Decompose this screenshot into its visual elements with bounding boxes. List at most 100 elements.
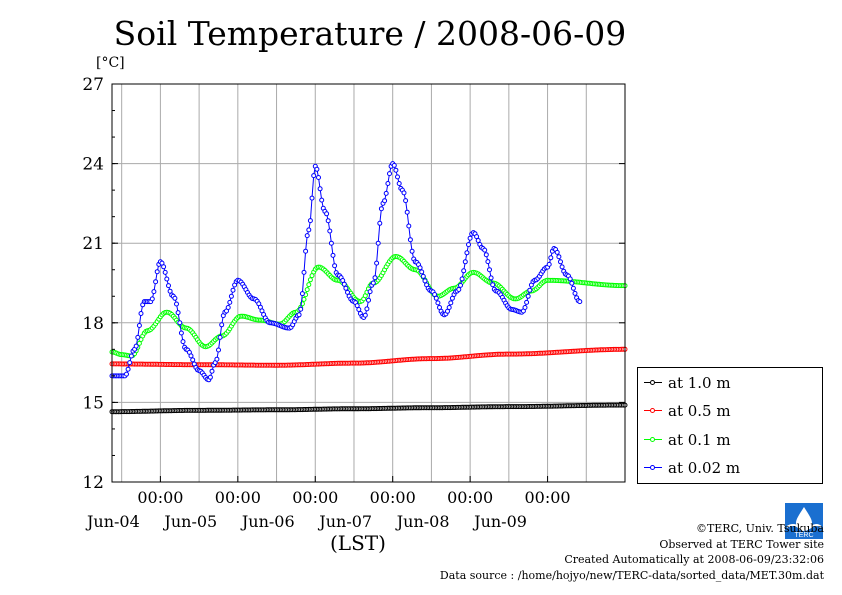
y-tick-label: 21	[82, 234, 104, 254]
credits: ©TERC, Univ. Tsukuba Observed at TERC To…	[440, 521, 824, 583]
data-point	[577, 299, 583, 305]
data-point	[525, 293, 531, 299]
grid-lines	[112, 84, 625, 482]
data-point	[304, 233, 310, 239]
data-point	[354, 303, 360, 309]
data-point	[409, 248, 415, 254]
data-point	[180, 339, 186, 345]
data-point	[154, 269, 160, 275]
legend-symbol	[644, 406, 662, 416]
data-point	[301, 296, 307, 302]
data-point	[161, 264, 167, 270]
data-point	[461, 268, 467, 274]
data-point	[175, 310, 181, 316]
data-point	[325, 218, 331, 224]
data-point	[166, 283, 171, 289]
data-point	[404, 209, 410, 215]
data-point	[177, 320, 183, 326]
data-point	[219, 322, 225, 328]
data-point	[488, 275, 494, 281]
data-point	[216, 347, 221, 353]
data-point	[151, 289, 157, 295]
data-point	[149, 296, 155, 302]
data-point	[301, 269, 307, 275]
data-point	[382, 198, 388, 204]
data-point	[375, 240, 381, 246]
x-tick-label-time: 00:00	[215, 488, 261, 507]
data-point	[433, 295, 439, 301]
credit-site: Observed at TERC Tower site	[659, 537, 824, 551]
data-point	[420, 273, 426, 279]
data-point	[299, 291, 305, 297]
legend-symbol	[644, 463, 662, 473]
data-point	[419, 269, 425, 275]
legend-item-002m: at 0.02 m	[644, 458, 740, 478]
x-tick-label-date: Jun-08	[395, 512, 450, 531]
data-point	[422, 278, 428, 284]
series-at-0-02-m	[109, 161, 583, 383]
data-point	[127, 360, 133, 366]
series-at-1-0-m	[109, 402, 628, 415]
data-point	[319, 197, 325, 203]
data-point	[367, 289, 373, 295]
legend-item-1m: at 1.0 m	[644, 373, 731, 393]
data-point	[135, 334, 141, 340]
data-point	[174, 301, 179, 307]
data-point	[136, 323, 142, 328]
data-point	[227, 299, 233, 305]
data-point	[446, 305, 452, 310]
data-point	[527, 287, 533, 293]
data-point	[309, 195, 315, 201]
data-point	[306, 227, 312, 233]
data-point	[332, 263, 338, 269]
data-point	[307, 218, 313, 224]
data-point	[407, 237, 413, 243]
data-point	[172, 295, 178, 301]
data-point	[162, 269, 168, 275]
data-point	[475, 238, 481, 243]
data-point	[558, 259, 563, 265]
data-point	[395, 174, 400, 180]
data-point	[124, 371, 129, 377]
y-tick-label: 18	[82, 314, 104, 334]
data-point	[328, 240, 334, 246]
legend-label: at 0.02 m	[668, 459, 741, 477]
data-point	[209, 368, 215, 374]
x-tick-label-time: 00:00	[525, 488, 571, 507]
credit-copyright: ©TERC, Univ. Tsukuba	[695, 522, 824, 535]
data-point	[316, 175, 321, 180]
data-point	[303, 248, 309, 254]
data-point	[217, 334, 223, 340]
data-point	[524, 299, 530, 305]
x-axis-label: (LST)	[330, 531, 386, 555]
data-point	[230, 287, 236, 293]
data-point	[403, 198, 409, 204]
legend-symbol	[644, 378, 662, 388]
data-point	[330, 252, 336, 258]
data-point	[133, 343, 139, 349]
data-point	[188, 353, 194, 359]
data-point	[317, 186, 323, 192]
data-point	[483, 252, 489, 258]
data-point	[482, 247, 488, 253]
data-point	[456, 287, 462, 292]
data-point	[190, 357, 196, 363]
data-point	[569, 280, 575, 286]
logo-text: TERC	[794, 532, 813, 539]
data-point	[362, 312, 368, 318]
data-point	[125, 366, 131, 372]
data-point	[364, 306, 370, 312]
x-tick-label-date: Jun-09	[472, 512, 527, 531]
data-point	[572, 290, 578, 296]
data-point	[467, 235, 473, 241]
y-tick-label: 15	[82, 393, 104, 413]
chart-title: Soil Temperature / 2008-06-09	[113, 14, 627, 53]
legend-symbol	[644, 435, 662, 445]
series-layer	[109, 161, 628, 415]
data-point	[207, 374, 213, 380]
data-point	[385, 181, 391, 186]
data-point	[306, 282, 312, 288]
legend-item-01m: at 0.1 m	[644, 430, 731, 450]
y-tick-label: 27	[82, 75, 104, 95]
data-point	[304, 287, 310, 293]
